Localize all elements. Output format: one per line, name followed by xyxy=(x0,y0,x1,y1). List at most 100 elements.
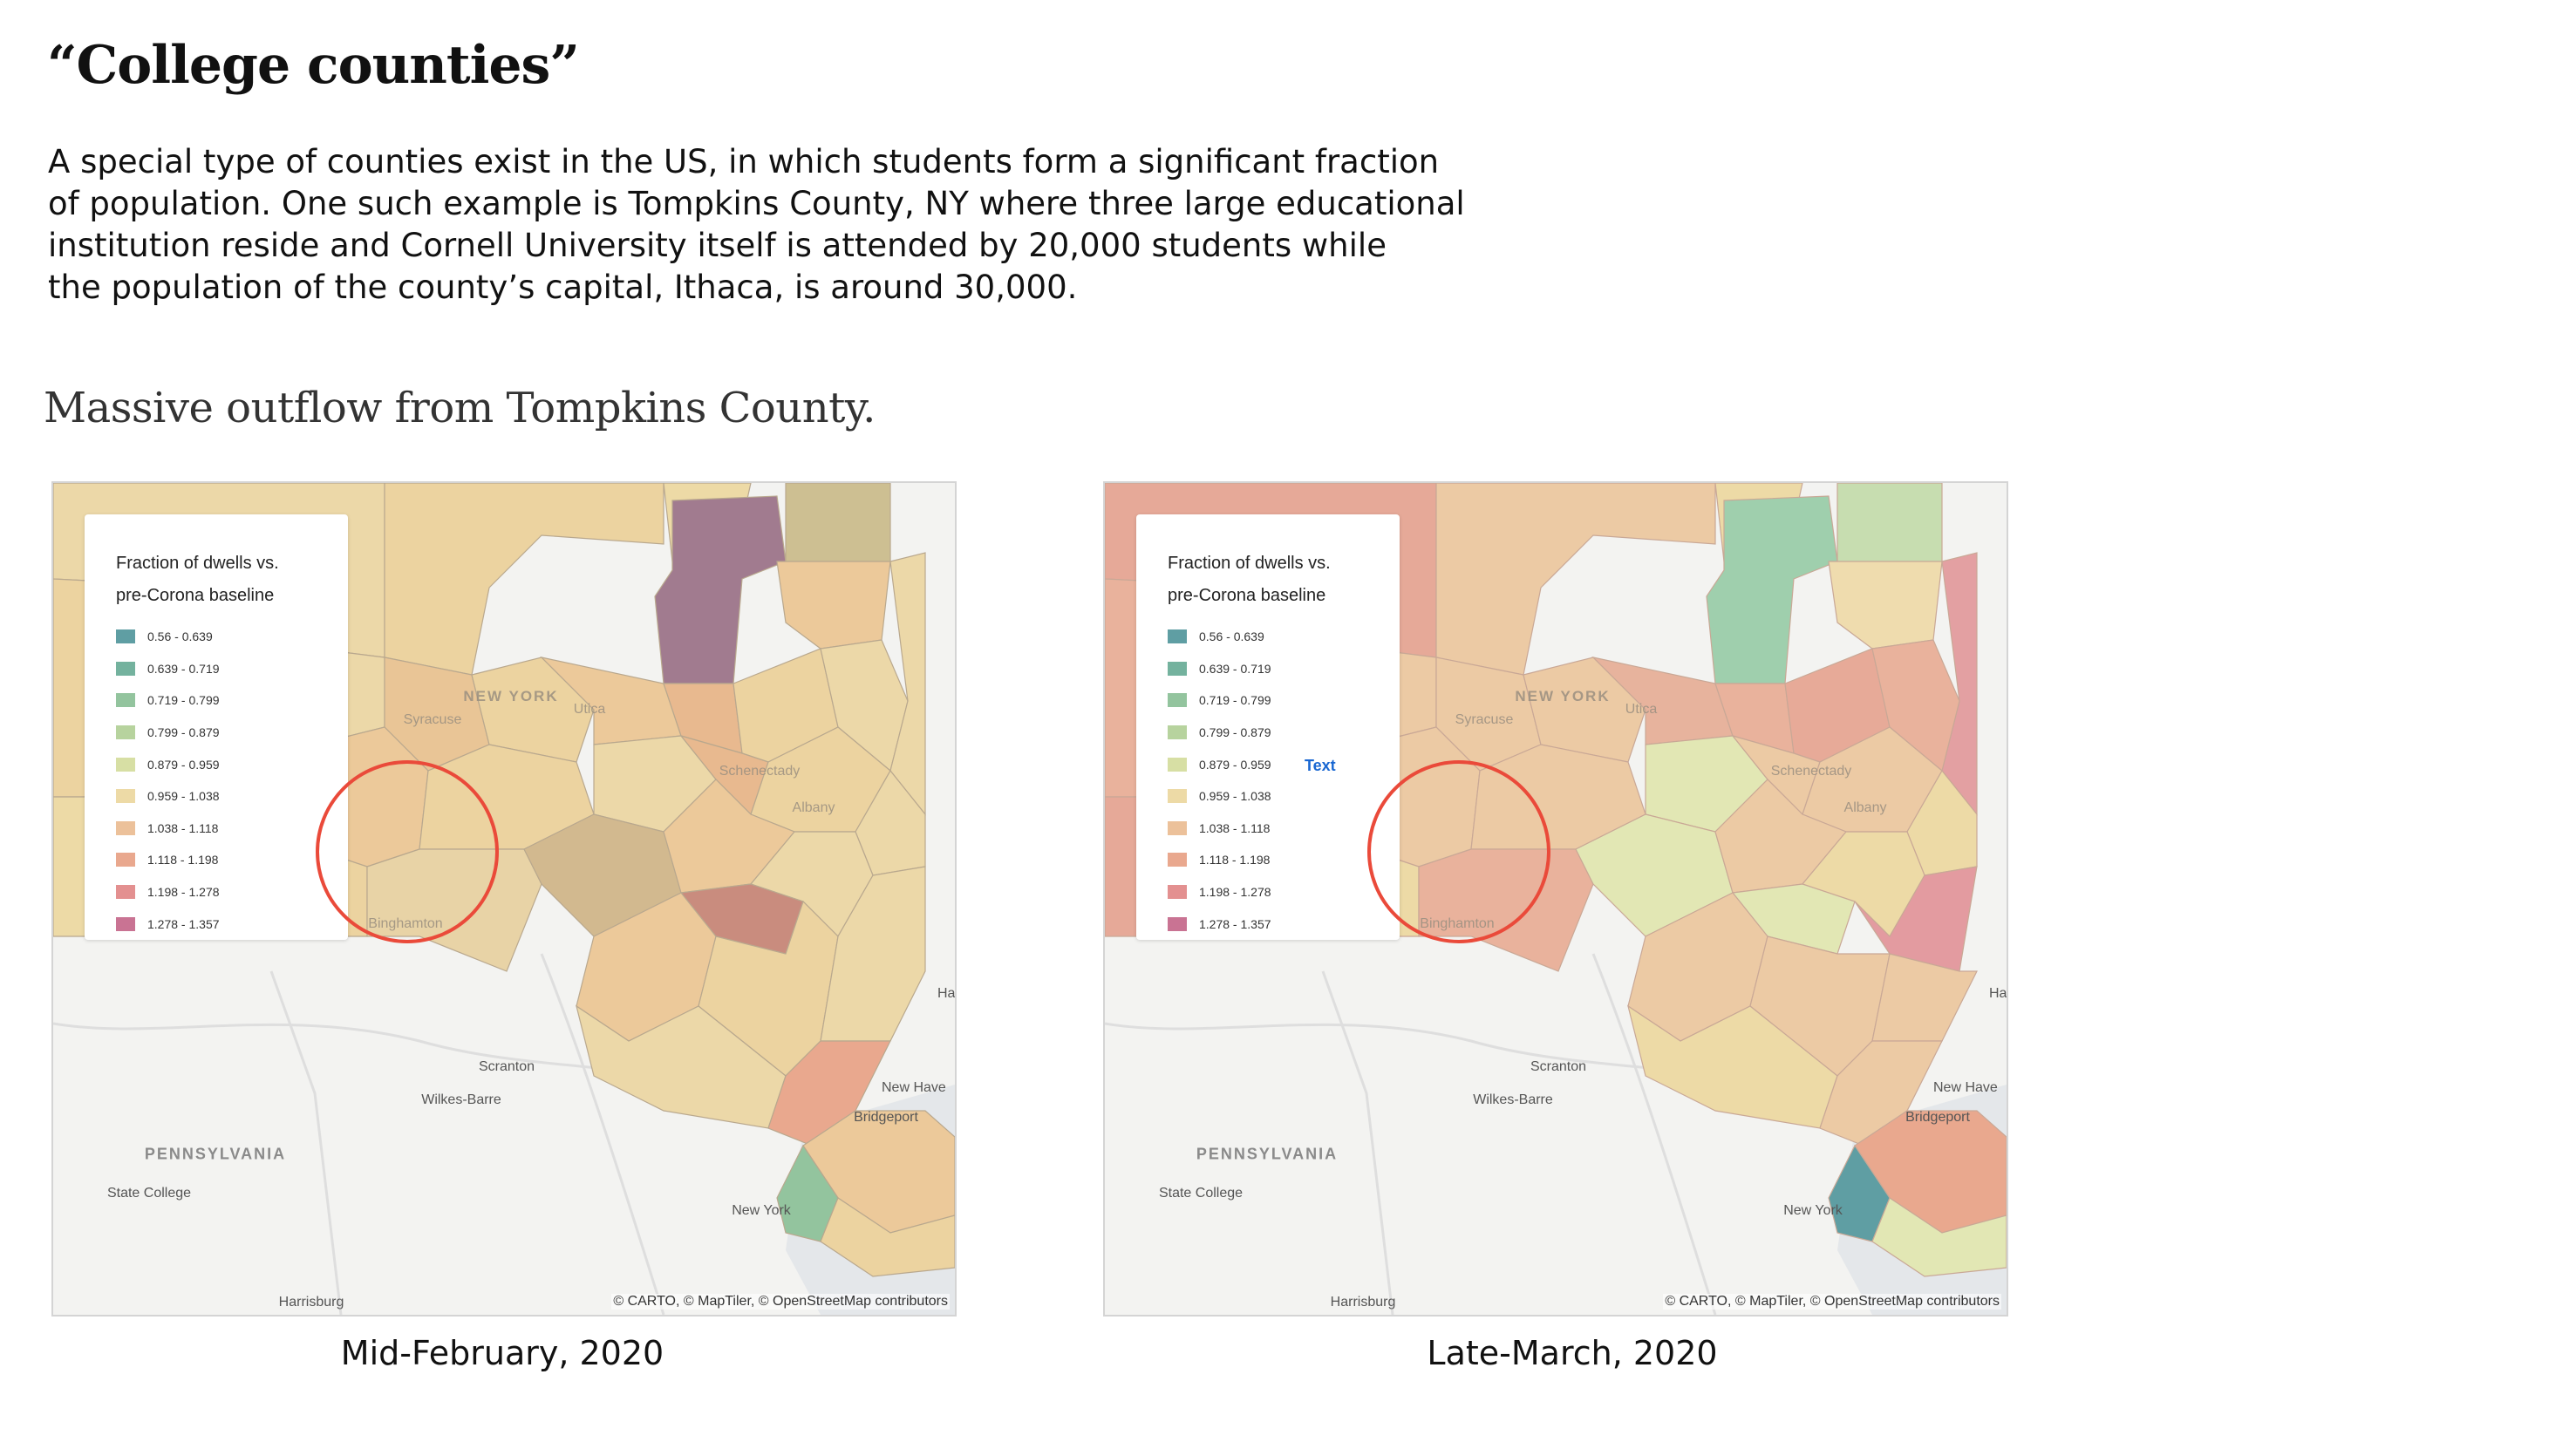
map-label-albany: Albany xyxy=(792,800,835,815)
map-label-hartford: Ha xyxy=(1989,986,2007,1001)
legend-label: 0.719 - 0.799 xyxy=(1199,693,1271,708)
legend-item: 1.278 - 1.357 xyxy=(1168,908,1271,940)
description-line: institution reside and Cornell Universit… xyxy=(48,227,1387,264)
legend-item: 0.959 - 1.038 xyxy=(1168,780,1271,813)
legend-label: 1.278 - 1.357 xyxy=(147,916,220,931)
legend-label: 0.639 - 0.719 xyxy=(1199,661,1271,676)
map-attribution[interactable]: © CARTO, © MapTiler, © OpenStreetMap con… xyxy=(1663,1294,2001,1310)
legend-swatch xyxy=(116,661,135,676)
legend-label: 1.118 - 1.198 xyxy=(1199,853,1271,867)
legend-label: 1.278 - 1.357 xyxy=(1199,916,1271,931)
legend-label: 1.198 - 1.278 xyxy=(147,885,220,900)
caption-mid-february: Mid-February, 2020 xyxy=(340,1334,664,1372)
map-panel-late-march[interactable]: Syracuse NEW YORK Utica Schenectady Alba… xyxy=(1103,481,2008,1317)
map-label-new-york-city: New York xyxy=(732,1203,791,1218)
map-label-bridgeport: Bridgeport xyxy=(854,1110,918,1125)
legend-swatch xyxy=(116,629,135,644)
legend-swatch xyxy=(1168,693,1187,708)
legend-item: 1.198 - 1.278 xyxy=(1168,876,1271,908)
legend-swatch xyxy=(116,789,135,804)
legend-label: 0.719 - 0.799 xyxy=(147,693,220,708)
text-annotation-tool[interactable]: Text xyxy=(1305,757,1336,774)
legend-swatch xyxy=(1168,916,1187,931)
description: A special type of counties exist in the … xyxy=(48,141,1530,309)
slide-subtitle: Massive outflow from Tompkins County. xyxy=(44,384,876,432)
legend: Fraction of dwells vs. pre-Corona baseli… xyxy=(1136,514,1400,940)
map-label-schenectady: Schenectady xyxy=(719,764,801,779)
legend-title: Fraction of dwells vs. pre-Corona baseli… xyxy=(116,554,279,605)
legend-label: 1.038 - 1.118 xyxy=(1199,820,1271,835)
road xyxy=(1591,953,1717,1315)
county xyxy=(1523,657,1646,763)
road xyxy=(540,953,665,1315)
legend-item: 0.56 - 0.639 xyxy=(1168,621,1271,653)
legend-label: 0.959 - 1.038 xyxy=(1199,789,1271,804)
legend-swatch xyxy=(1168,789,1187,804)
map-label-utica: Utica xyxy=(1625,702,1658,717)
map-panel-mid-february[interactable]: Syracuse NEW YORK Utica Schenectady Alba… xyxy=(51,481,957,1317)
legend-item: 0.56 - 0.639 xyxy=(116,621,220,653)
legend-item: 0.719 - 0.799 xyxy=(116,684,220,717)
legend-swatch xyxy=(116,916,135,931)
legend-label: 0.879 - 0.959 xyxy=(147,757,220,772)
legend-label: 1.038 - 1.118 xyxy=(147,820,219,835)
legend-item: 0.639 - 0.719 xyxy=(116,653,220,685)
map-label-new-york-state: NEW YORK xyxy=(463,688,559,704)
county xyxy=(1871,1197,2007,1277)
map-label-new-york-state: NEW YORK xyxy=(1515,688,1611,704)
legend-label: 0.56 - 0.639 xyxy=(1199,629,1264,644)
map-label-harrisburg: Harrisburg xyxy=(278,1295,344,1310)
map-label-syracuse: Syracuse xyxy=(403,712,462,727)
county xyxy=(471,657,595,763)
legend-items: 0.56 - 0.639 0.639 - 0.719 0.719 - 0.799 0.… xyxy=(1168,621,1271,940)
legend-swatch xyxy=(1168,820,1187,835)
map-label-scranton: Scranton xyxy=(1530,1059,1587,1074)
legend-label: 0.879 - 0.959 xyxy=(1199,757,1271,772)
legend-swatch xyxy=(1168,853,1187,867)
map-label-new-haven: New Have xyxy=(882,1080,946,1095)
legend-label: 1.198 - 1.278 xyxy=(1199,885,1271,900)
legend-label: 0.799 - 0.879 xyxy=(1199,725,1271,740)
legend-item: 0.959 - 1.038 xyxy=(116,780,220,813)
legend-swatch xyxy=(116,725,135,740)
tompkins-highlight-circle xyxy=(1367,760,1550,943)
map-label-wilkes-barre: Wilkes-Barre xyxy=(1473,1092,1553,1107)
county xyxy=(785,483,891,571)
legend-swatch xyxy=(116,820,135,835)
legend-swatch xyxy=(1168,757,1187,772)
map-label-schenectady: Schenectady xyxy=(1770,764,1852,779)
road xyxy=(1321,970,1394,1315)
legend-item: 1.118 - 1.198 xyxy=(1168,844,1271,876)
legend-items: 0.56 - 0.639 0.639 - 0.719 0.719 - 0.799 0.… xyxy=(116,621,220,940)
county xyxy=(820,1197,955,1277)
description-line: A special type of counties exist in the … xyxy=(48,143,1440,180)
legend-item: 1.198 - 1.278 xyxy=(116,876,220,908)
map-label-albany: Albany xyxy=(1843,800,1887,815)
map-label-new-york-city: New York xyxy=(1783,1203,1843,1218)
map-label-harrisburg: Harrisburg xyxy=(1330,1295,1396,1310)
map-label-syracuse: Syracuse xyxy=(1455,712,1514,727)
legend-item: 0.879 - 0.959 xyxy=(116,748,220,780)
legend-label: 0.56 - 0.639 xyxy=(147,629,213,644)
legend-item: 1.038 - 1.118 xyxy=(116,813,220,845)
description-line: of population. One such example is Tompk… xyxy=(48,185,1465,222)
legend-item: 0.799 - 0.879 xyxy=(1168,717,1271,749)
map-attribution[interactable]: © CARTO, © MapTiler, © OpenStreetMap con… xyxy=(611,1294,950,1310)
map-label-new-haven: New Have xyxy=(1933,1080,1998,1095)
map-label-state-college: State College xyxy=(106,1186,192,1201)
map-label-utica: Utica xyxy=(573,702,606,717)
legend-item: 1.038 - 1.118 xyxy=(1168,813,1271,845)
legend-label: 0.959 - 1.038 xyxy=(147,789,220,804)
legend-swatch xyxy=(1168,725,1187,740)
map-label-wilkes-barre: Wilkes-Barre xyxy=(421,1092,501,1107)
county xyxy=(1836,483,1943,571)
legend-label: 1.118 - 1.198 xyxy=(147,853,219,867)
legend-item: 0.719 - 0.799 xyxy=(1168,684,1271,717)
map-label-hartford: Ha xyxy=(937,986,956,1001)
legend-swatch xyxy=(1168,661,1187,676)
road xyxy=(269,970,343,1315)
legend-swatch xyxy=(116,853,135,867)
map-label-state-college: State College xyxy=(1158,1186,1244,1201)
legend-swatch xyxy=(1168,629,1187,644)
legend-label: 0.639 - 0.719 xyxy=(147,661,220,676)
